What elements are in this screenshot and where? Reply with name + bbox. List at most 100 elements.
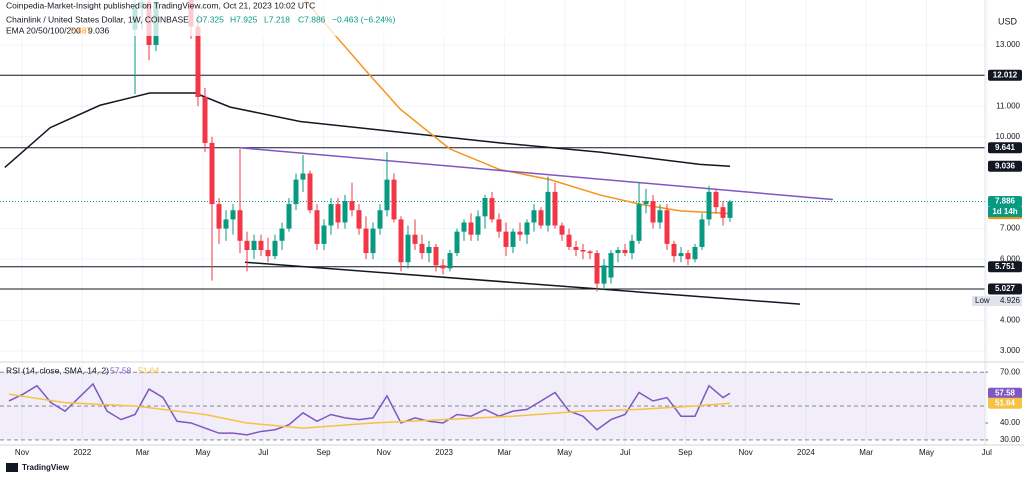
candle-body [272, 240, 278, 257]
countdown-bg [988, 206, 1022, 217]
x-tick-label: Jul [258, 448, 268, 457]
price-pane [0, 0, 985, 305]
y-tick-label: 7.000 [1000, 224, 1021, 233]
candle-body [265, 250, 271, 257]
candle-body [720, 207, 726, 218]
x-tick-label: 2023 [435, 448, 453, 457]
ema-value: 9.036 [88, 25, 110, 35]
footer: TradingView [22, 463, 70, 472]
candle-body [475, 216, 481, 235]
x-tick-label: 2024 [797, 448, 815, 457]
value-tag [988, 160, 1022, 172]
level-tag [988, 261, 1022, 273]
candle-body [552, 191, 558, 226]
candle-body [671, 243, 677, 257]
ohlc-value: H7.925 [230, 14, 258, 24]
candle-body [517, 231, 523, 235]
candle-body [202, 97, 208, 143]
x-tick-label: Sep [316, 448, 331, 457]
level-tag-label: 5.751 [995, 262, 1016, 271]
x-tick-label: Jul [620, 448, 630, 457]
x-tick-label: May [919, 448, 934, 457]
candle-body [468, 222, 474, 235]
candle-body [307, 173, 313, 211]
candle-body [503, 231, 509, 247]
candle-body [433, 246, 439, 266]
x-tick-label: Mar [859, 448, 873, 457]
candle-body [447, 253, 453, 269]
level-tag-label: 12.012 [993, 70, 1018, 79]
value-tag-label: 7.886 [995, 197, 1016, 206]
rsi-tag-label: 57.58 [995, 388, 1016, 397]
candle-body [356, 210, 362, 229]
trend-line [244, 261, 801, 305]
x-tick-label: 2022 [73, 448, 91, 457]
candle-body [594, 253, 600, 284]
candle-body [195, 26, 201, 98]
candle-body [531, 210, 537, 223]
chart-title: Chainlink / United States Dollar, 1W, CO… [6, 14, 189, 24]
low-label: Low [975, 296, 990, 305]
candle-body [279, 228, 285, 241]
candle-body [363, 228, 369, 254]
rsi-tag-label: 51.64 [995, 398, 1016, 407]
candle-body [678, 253, 684, 257]
candle-body [349, 201, 355, 211]
candle-body [370, 228, 376, 254]
candle-body [223, 219, 229, 229]
low-tag [972, 296, 1022, 307]
candle-body [244, 240, 250, 251]
y-tick-label: 6.000 [1000, 254, 1021, 263]
countdown: 1d 14h [992, 207, 1017, 216]
publisher: Coinpedia-Market-Insight published on Tr… [6, 0, 315, 10]
rsi-pane [0, 371, 988, 441]
y-tick-label: 10.000 [996, 132, 1021, 141]
x-tick-label: Mar [498, 448, 512, 457]
level-tag [988, 69, 1022, 81]
x-tick-label: Nov [15, 448, 29, 457]
candle-body [587, 251, 593, 254]
candle-body [300, 173, 306, 180]
candle-body [258, 240, 264, 251]
x-tick-label: May [557, 448, 572, 457]
candle-body [209, 142, 215, 205]
level-tag [988, 142, 1022, 154]
candle-body [237, 210, 243, 241]
rsi-line [8, 382, 731, 436]
logo [6, 463, 18, 472]
candle-body [489, 197, 495, 220]
candle-body [538, 210, 544, 226]
level-tag-label: 9.641 [995, 143, 1016, 152]
trend-line [4, 92, 731, 168]
candle-body [342, 201, 348, 223]
low-value: 4.926 [1000, 296, 1021, 305]
rsi-tag [988, 397, 1022, 409]
candle-body [664, 210, 670, 244]
level-tag [988, 283, 1022, 295]
candle-body [573, 246, 579, 251]
candle-body [699, 219, 705, 247]
x-tick-label: Mar [136, 448, 150, 457]
candle-body [657, 210, 663, 223]
candle-body [566, 234, 572, 247]
candle-body [377, 210, 383, 229]
value-tag-label: 9.036 [995, 161, 1016, 170]
candle-body [461, 222, 467, 232]
y-tick-label: 11.000 [996, 101, 1020, 110]
candle-body [629, 240, 635, 254]
candle-body [545, 191, 551, 226]
candle-body [559, 225, 565, 235]
candle-body [706, 191, 712, 220]
candle-body [426, 246, 432, 254]
x-tick-label: Nov [738, 448, 752, 457]
x-tick-label: May [195, 448, 210, 457]
candle-body [615, 250, 621, 254]
rsi-tag [988, 387, 1022, 399]
candle-body [216, 204, 222, 229]
y-tick-label: 13.000 [996, 40, 1021, 49]
axes: 13.000 11.000 10.000 7.000 6.000 4.000 3.000 [0, 0, 1021, 445]
x-tick-label: Nov [377, 448, 391, 457]
ohlc-value: L7.218 [264, 14, 290, 24]
x-tick-label: Jul [982, 448, 992, 457]
